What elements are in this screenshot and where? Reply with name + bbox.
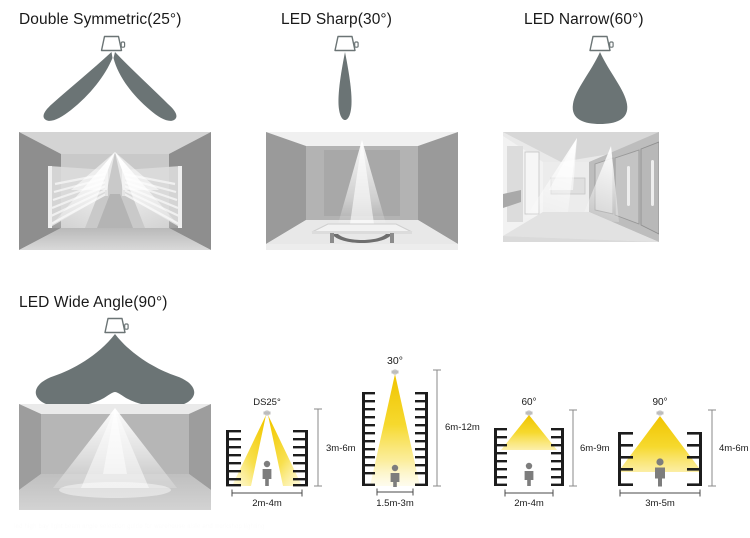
footnote-watermark: led high bay light beam angle selection … xyxy=(14,524,265,530)
person-icon xyxy=(655,458,665,487)
beam-angle-label: 30° xyxy=(387,355,403,367)
beam-shape-led-narrow xyxy=(555,34,645,126)
width-label: 2m-4m xyxy=(252,498,282,509)
scene-open-room xyxy=(19,404,211,510)
section-title-led-wide-angle: LED Wide Angle(90°) xyxy=(19,294,168,311)
height-label: 4m-6m xyxy=(719,443,749,454)
lamp-icon xyxy=(589,35,614,52)
beam-shape-led-sharp xyxy=(315,34,375,124)
mounting-diagram-30: 30° xyxy=(355,350,480,510)
mounting-diagram-60: 60° xyxy=(487,392,610,510)
width-label: 3m-5m xyxy=(645,498,675,509)
beam-shape-led-wide-angle xyxy=(30,316,200,408)
height-label: 6m-12m xyxy=(445,422,480,433)
scene-room-with-table xyxy=(266,132,458,250)
beam-angle-label: DS25° xyxy=(253,397,281,408)
width-label: 1.5m-3m xyxy=(376,498,414,509)
beam-angle-label: 60° xyxy=(521,397,536,408)
width-label: 2m-4m xyxy=(514,498,544,509)
lamp-icon xyxy=(100,35,126,52)
scene-warehouse-aisle xyxy=(19,132,211,250)
scene-corridor-with-doors xyxy=(503,132,659,242)
lamp-icon xyxy=(334,35,359,52)
person-icon xyxy=(524,462,534,486)
lamp-icon xyxy=(104,317,129,334)
beam-shape-double-symmetric xyxy=(20,34,210,122)
section-title-led-narrow: LED Narrow(60°) xyxy=(524,11,644,28)
mounting-diagram-ds25: DS25° xyxy=(218,392,356,510)
person-icon xyxy=(390,464,400,487)
person-icon xyxy=(262,460,272,486)
mounting-diagram-90: 90° xyxy=(610,392,749,510)
beam-angle-label: 90° xyxy=(652,397,667,408)
section-title-double-symmetric: Double Symmetric(25°) xyxy=(19,11,182,28)
height-label: 6m-9m xyxy=(580,443,610,454)
height-label: 3m-6m xyxy=(326,443,356,454)
section-title-led-sharp: LED Sharp(30°) xyxy=(281,11,392,28)
